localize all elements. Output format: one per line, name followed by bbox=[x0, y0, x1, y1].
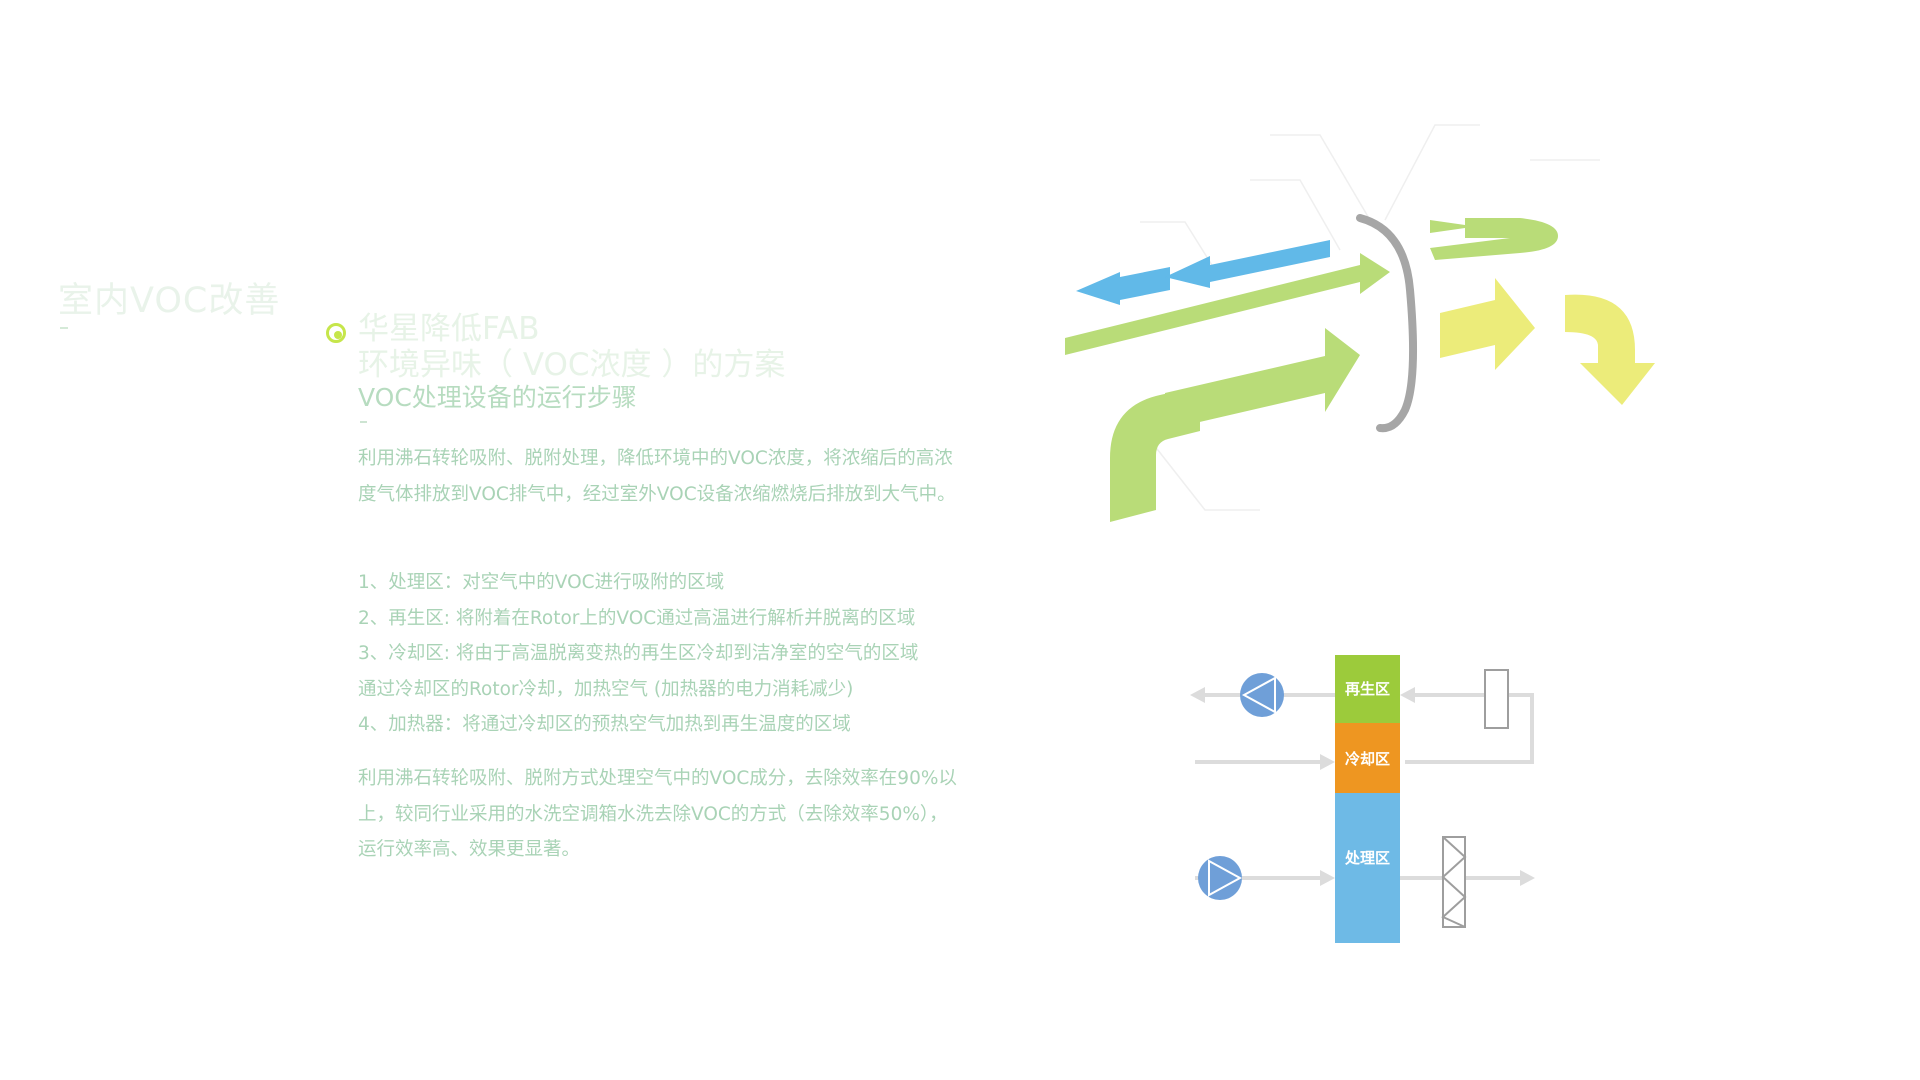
arrow-head bbox=[1400, 687, 1415, 703]
section-title: 室内VOC改善 bbox=[58, 281, 281, 321]
blue-arrow bbox=[1165, 240, 1330, 288]
bullet-icon bbox=[326, 323, 346, 343]
intro-paragraph: 利用沸石转轮吸附、脱附处理，降低环境中的VOC浓度，将浓缩后的高浓度气体排放到V… bbox=[358, 448, 956, 505]
zone-label: 再生区 bbox=[1345, 680, 1390, 698]
green-arrow bbox=[1065, 253, 1390, 355]
rotor-airflow-illustration bbox=[1065, 124, 1655, 522]
summary-paragraph: 利用沸石转轮吸附、脱附方式处理空气中的VOC成分，去除效率在90%以上，较同行业… bbox=[358, 768, 957, 860]
rotor-wheel bbox=[1356, 214, 1418, 433]
heater-icon bbox=[1484, 669, 1509, 729]
step-item: 2、再生区: 将附着在Rotor上的VOC通过高温进行解析并脱离的区域 bbox=[358, 607, 916, 629]
zone-block bbox=[1335, 723, 1400, 793]
heading-line-1: 华星降低FAB bbox=[358, 311, 540, 347]
blue-arrow bbox=[1076, 267, 1170, 305]
arrow-head bbox=[1320, 754, 1335, 770]
arrow-head bbox=[1190, 687, 1205, 703]
arrow-head bbox=[1320, 870, 1335, 886]
steps-list: 1、处理区：对空气中的VOC进行吸附的区域 2、再生区: 将附着在Rotor上的… bbox=[358, 565, 958, 743]
guide-lines bbox=[1140, 124, 1600, 511]
step-item: 通过冷却区的Rotor冷却，加热空气 (加热器的电力消耗减少) bbox=[358, 678, 854, 700]
filter-icon bbox=[1441, 836, 1467, 928]
arrow-head bbox=[1520, 870, 1535, 886]
heading-underline bbox=[360, 421, 367, 423]
zone-label: 冷却区 bbox=[1345, 750, 1390, 768]
yellow-arrow bbox=[1440, 278, 1535, 370]
step-item: 1、处理区：对空气中的VOC进行吸附的区域 bbox=[358, 572, 725, 593]
voc-schematic-diagram: 再生区 冷却区 处理区 bbox=[1190, 655, 1535, 943]
heading-line-2: 环境异味（ VOC浓度 ）的方案 bbox=[358, 347, 786, 383]
step-item: 4、加热器：将通过冷却区的预热空气加热到再生温度的区域 bbox=[358, 714, 851, 735]
zone-block bbox=[1335, 655, 1400, 723]
step-item: 3、冷却区: 将由于高温脱离变热的再生区冷却到洁净室的空气的区域 bbox=[358, 643, 919, 664]
green-arrow bbox=[1165, 328, 1360, 430]
heading-line-3: VOC处理设备的运行步骤 bbox=[358, 383, 637, 412]
green-arrow bbox=[1430, 218, 1558, 260]
fan-icon bbox=[1198, 856, 1243, 900]
bullet-dot bbox=[334, 331, 342, 339]
zone-label: 处理区 bbox=[1344, 849, 1390, 867]
fan-icon bbox=[1240, 673, 1284, 717]
yellow-turn-arrow bbox=[1565, 294, 1655, 405]
zone-block bbox=[1335, 793, 1400, 943]
section-underline bbox=[60, 327, 68, 329]
